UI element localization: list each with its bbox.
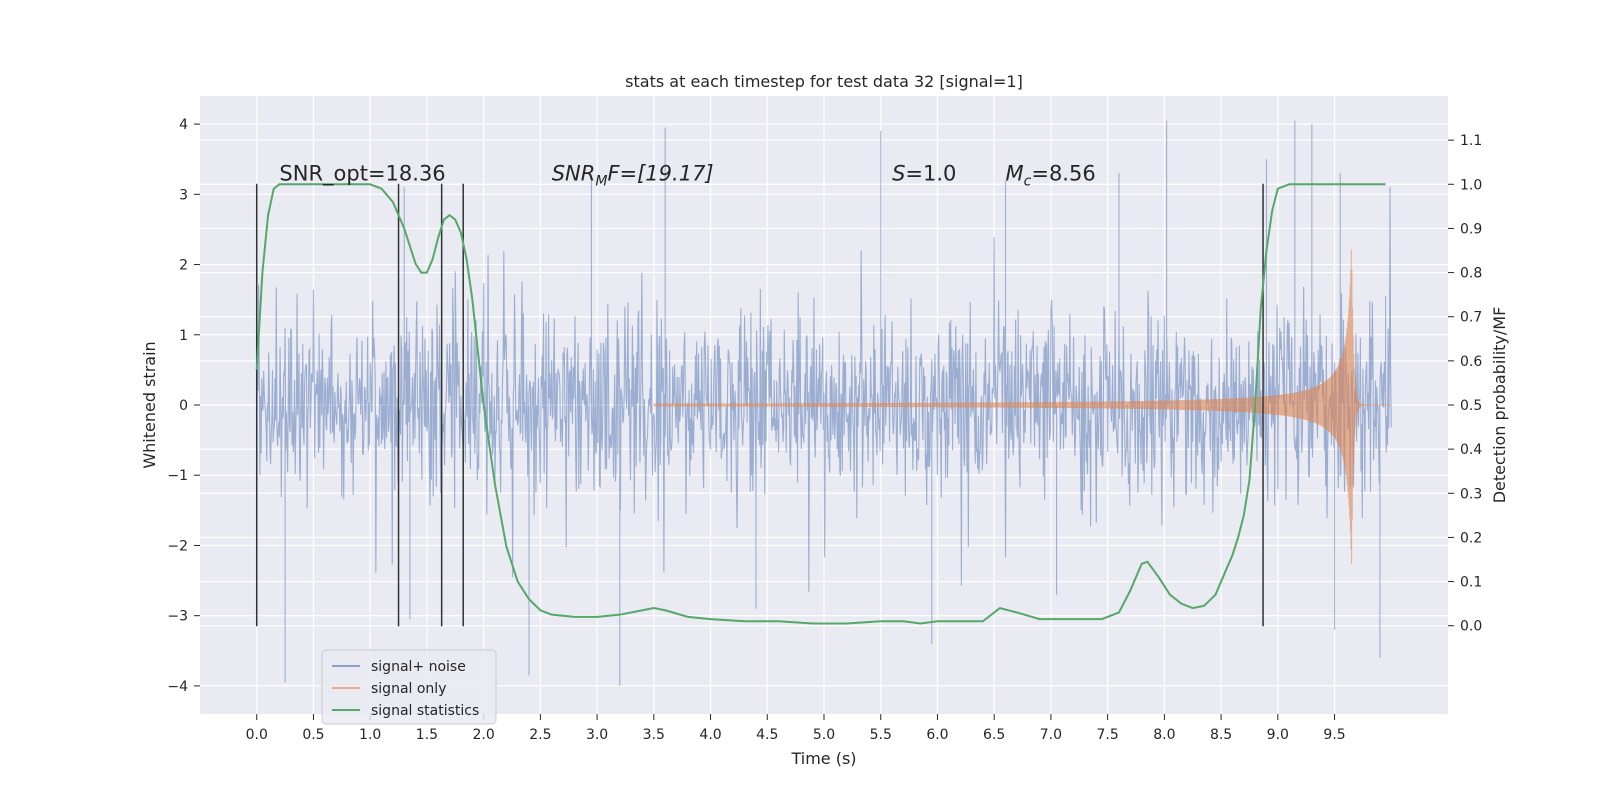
y-right-tick-label: 1.1 (1460, 133, 1482, 149)
x-tick-label: 2.5 (529, 727, 551, 743)
x-tick-label: 5.0 (813, 727, 835, 743)
x-tick-label: 6.5 (983, 727, 1005, 743)
y-tick-label: −4 (167, 679, 188, 695)
y-right-tick-label: 0.4 (1460, 442, 1482, 458)
annotation-1: SNRMF=[19.17] (552, 161, 714, 189)
legend: signal+ noise signal only signal statistic… (321, 649, 497, 725)
y-right-tick-label: 0.6 (1460, 354, 1482, 370)
y-right-tick-label: 0.5 (1460, 398, 1482, 414)
x-tick-label: 6.0 (926, 727, 948, 743)
y-right-tick-label: 0.2 (1460, 530, 1482, 546)
noise-layer (256, 120, 1392, 686)
x-tick-label: 4.5 (756, 727, 778, 743)
noise-series-line (256, 120, 1392, 686)
x-tick-label: 7.0 (1040, 727, 1062, 743)
x-tick-label: 2.0 (473, 727, 495, 743)
y-right-tick-label: 1.0 (1460, 177, 1482, 193)
x-tick-label: 3.5 (643, 727, 665, 743)
y-tick-label: 4 (179, 117, 188, 133)
stats-layer (255, 183, 1386, 625)
y-tick-label: 2 (179, 258, 188, 274)
y-tick-label: −1 (167, 468, 188, 484)
annotation-layer: SNR_opt=18.36 SNRMF=[19.17] S=1.0 Mc=8.56 (279, 161, 1095, 189)
legend-box (321, 649, 497, 725)
y-right-tick-label: 0.8 (1460, 266, 1482, 282)
y-right-tick-label: 0.7 (1460, 310, 1482, 326)
y-axis-right: 1.1 1.0 0.9 0.8 0.7 0.6 0.5 0.4 0.3 0.2 0.1 0.0 (1448, 133, 1482, 635)
vline-layer (255, 183, 1264, 627)
x-axis: 0.0 0.5 1.0 1.5 2.0 2.5 3.0 3.5 4.0 4.5 5.0 5.5 6.0 6… (246, 714, 1346, 743)
x-tick-label: 4.0 (699, 727, 721, 743)
x-tick-label: 1.5 (416, 727, 438, 743)
y-tick-label: −2 (167, 538, 188, 554)
y-axis-label: Whitened strain (140, 341, 159, 468)
x-tick-label: 9.5 (1323, 727, 1345, 743)
y-tick-label: 1 (179, 328, 188, 344)
y-axis-right-label: Detection probability/MF (1490, 307, 1509, 504)
legend-label: signal statistics (371, 703, 479, 719)
y-tick-label: 0 (179, 398, 188, 414)
y-right-tick-label: 0.9 (1460, 221, 1482, 237)
x-tick-label: 8.0 (1153, 727, 1175, 743)
signal-layer (653, 249, 1392, 564)
x-axis-label: Time (s) (790, 749, 856, 768)
annotation-0: SNR_opt=18.36 (279, 161, 445, 186)
x-tick-label: 5.5 (870, 727, 892, 743)
x-tick-label: 0.0 (246, 727, 268, 743)
legend-label: signal+ noise (371, 659, 466, 675)
legend-label: signal only (371, 681, 446, 697)
y-right-tick-label: 0.3 (1460, 486, 1482, 502)
x-tick-label: 7.5 (1097, 727, 1119, 743)
stats-series-line (255, 183, 1386, 625)
y-tick-label: −3 (167, 609, 188, 625)
signal-series-line (653, 249, 1392, 564)
annotation-3: Mc=8.56 (1006, 161, 1096, 189)
x-tick-label: 9.0 (1267, 727, 1289, 743)
chart-title: stats at each timestep for test data 32 … (625, 72, 1023, 91)
annotation-2: S=1.0 (892, 161, 956, 185)
x-tick-label: 0.5 (302, 727, 324, 743)
x-tick-label: 1.0 (359, 727, 381, 743)
y-right-tick-label: 0.0 (1460, 619, 1482, 635)
y-right-tick-label: 0.1 (1460, 575, 1482, 591)
x-tick-label: 3.0 (586, 727, 608, 743)
x-tick-label: 8.5 (1210, 727, 1232, 743)
y-tick-label: 3 (179, 187, 188, 203)
y-axis: 4 3 2 1 0 −1 −2 −3 −4 (167, 117, 200, 695)
